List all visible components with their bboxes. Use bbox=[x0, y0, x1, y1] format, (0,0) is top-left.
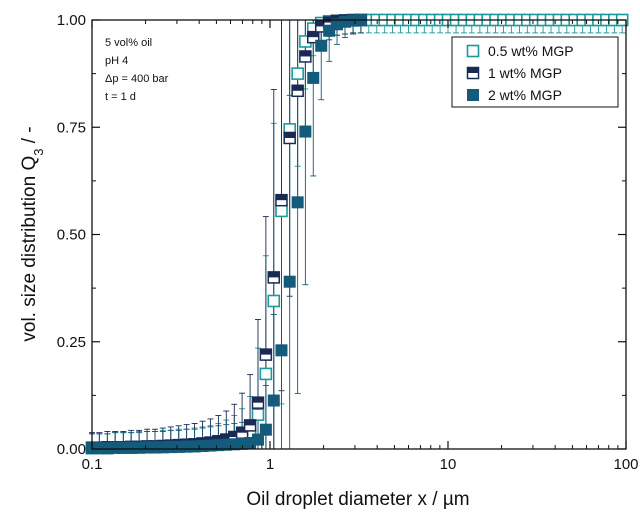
data-point-half bbox=[284, 132, 295, 138]
legend-swatch-half bbox=[468, 68, 479, 74]
data-point-half bbox=[252, 397, 263, 403]
data-point-square bbox=[268, 295, 279, 306]
data-point bbox=[245, 420, 256, 431]
annotation-block: 5 vol% oil pH 4 Δp = 400 bar t = 1 d bbox=[105, 37, 169, 103]
data-point bbox=[260, 424, 271, 435]
data-point-square bbox=[308, 72, 319, 83]
annotation-pressure: Δp = 400 bar bbox=[105, 73, 169, 85]
annotation-time: t = 1 d bbox=[105, 91, 136, 103]
data-point-square bbox=[276, 345, 287, 356]
y-tick-label: 0.50 bbox=[57, 227, 86, 244]
x-tick-label: 1 bbox=[266, 456, 274, 473]
legend-label-1: 1 wt% MGP bbox=[488, 65, 562, 81]
data-point-half bbox=[260, 349, 271, 355]
data-point bbox=[276, 195, 287, 206]
data-point bbox=[268, 295, 279, 306]
data-point-half bbox=[300, 51, 311, 57]
data-point bbox=[260, 349, 271, 360]
x-tick-label: 0.1 bbox=[82, 456, 103, 473]
data-point-square bbox=[260, 368, 271, 379]
data-point bbox=[292, 197, 303, 208]
y-tick-label: 0.00 bbox=[57, 441, 86, 458]
data-point-square bbox=[316, 40, 327, 51]
legend-swatch-square bbox=[468, 46, 479, 57]
y-axis-title: vol. size distribution Q3 / - bbox=[19, 126, 46, 341]
data-point bbox=[284, 276, 295, 287]
data-point-half bbox=[268, 272, 279, 278]
legend-swatch bbox=[468, 68, 479, 79]
legend-label-05: 0.5 wt% MGP bbox=[488, 43, 574, 59]
y-axis-title-subscript: 3 bbox=[31, 149, 46, 156]
legend-swatches bbox=[468, 46, 479, 101]
data-point bbox=[268, 395, 279, 406]
x-axis-title: Oil droplet diameter x / µm bbox=[246, 489, 469, 510]
data-point-square bbox=[252, 409, 263, 420]
data-point-square bbox=[292, 197, 303, 208]
y-axis-title-tail: / - bbox=[19, 126, 40, 148]
data-point-square bbox=[284, 276, 295, 287]
y-tick-label: 0.75 bbox=[57, 119, 86, 136]
data-point bbox=[316, 40, 327, 51]
data-point bbox=[260, 368, 271, 379]
annotation-oil: 5 vol% oil bbox=[105, 37, 152, 49]
data-point-square bbox=[300, 126, 311, 137]
data-point-square bbox=[260, 424, 271, 435]
data-point bbox=[276, 345, 287, 356]
error-bar bbox=[287, 95, 293, 449]
annotation-ph: pH 4 bbox=[105, 55, 128, 67]
data-point-square bbox=[252, 434, 263, 445]
legend: 0.5 wt% MGP 1 wt% MGP 2 wt% MGP bbox=[452, 37, 618, 107]
data-point bbox=[292, 85, 303, 96]
legend-swatch bbox=[468, 46, 479, 57]
data-point-square bbox=[268, 395, 279, 406]
x-tick-label: 10 bbox=[440, 456, 457, 473]
data-point bbox=[300, 126, 311, 137]
x-tick-label: 100 bbox=[613, 456, 638, 473]
error-bar bbox=[278, 208, 284, 449]
legend-label-2: 2 wt% MGP bbox=[488, 87, 562, 103]
data-point bbox=[284, 132, 295, 143]
y-tick-label: 0.25 bbox=[57, 334, 86, 351]
data-point-half bbox=[276, 195, 287, 201]
data-point bbox=[300, 51, 311, 62]
legend-swatch bbox=[468, 90, 479, 101]
legend-swatch-square bbox=[468, 90, 479, 101]
data-point bbox=[252, 409, 263, 420]
y-axis-title-main: vol. size distribution Q bbox=[19, 156, 40, 342]
data-point-half bbox=[292, 85, 303, 91]
data-point bbox=[292, 68, 303, 79]
data-point bbox=[276, 205, 287, 216]
y-tick-label: 1.00 bbox=[57, 12, 86, 29]
data-point bbox=[252, 397, 263, 408]
data-point bbox=[268, 272, 279, 283]
data-point bbox=[308, 72, 319, 83]
data-point bbox=[252, 434, 263, 445]
data-point-square bbox=[276, 205, 287, 216]
data-point-square bbox=[292, 68, 303, 79]
data-point-half bbox=[245, 420, 256, 426]
